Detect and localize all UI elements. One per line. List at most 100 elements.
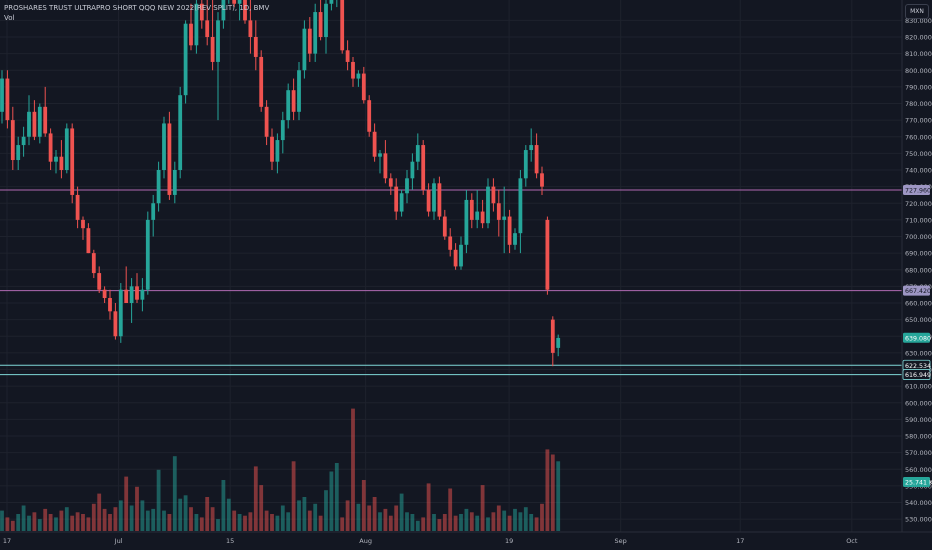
candle-body: [432, 183, 436, 212]
candle-body: [453, 249, 458, 267]
volume-bar: [324, 490, 328, 531]
candle-body: [556, 337, 561, 348]
candle-body: [145, 219, 150, 290]
candle-body: [437, 183, 442, 217]
candle-body: [480, 211, 485, 224]
candle-body: [280, 120, 285, 141]
y-tick-label: 630.000: [905, 349, 932, 357]
candle-body: [275, 140, 280, 162]
volume-bar: [178, 498, 183, 531]
candle-body: [32, 111, 37, 137]
candle-body: [394, 186, 399, 212]
volume-bar: [248, 512, 253, 531]
support-badge-bg: [902, 369, 931, 380]
candle-body: [464, 199, 469, 245]
volume-bar: [259, 485, 264, 531]
candle-body: [194, 3, 199, 46]
volume-badge: 25.741 K: [905, 480, 932, 487]
candle-body: [513, 233, 517, 245]
volume-bar: [27, 515, 31, 531]
volume-bar: [367, 505, 372, 531]
last-price-badge: 639.080: [905, 335, 931, 342]
candle-body: [351, 61, 355, 79]
candle-body: [10, 120, 15, 161]
candle-body: [205, 20, 210, 37]
candle-body: [86, 228, 91, 254]
volume-bar: [264, 510, 269, 531]
candles: [0, 0, 561, 367]
currency-button[interactable]: MXN: [905, 4, 929, 19]
volume-bar: [0, 510, 4, 531]
volume-bar: [480, 485, 485, 531]
candle-body: [540, 173, 544, 187]
candle-body: [0, 78, 4, 112]
x-tick-label: Aug: [359, 537, 372, 545]
candle-body: [529, 145, 534, 151]
candle-body: [329, 0, 334, 4]
candle-body: [97, 273, 102, 290]
candle-body: [372, 131, 377, 157]
candle-body: [324, 3, 328, 37]
volume-label: Vol: [4, 14, 15, 22]
level-badge-bg: [903, 185, 930, 196]
volume-bar: [361, 480, 366, 531]
volume-bar: [318, 515, 323, 531]
support-badge: 622.534: [905, 363, 931, 370]
x-tick-label: 17: [3, 537, 11, 545]
candle-body: [216, 20, 220, 62]
candle-body: [124, 289, 129, 303]
candle-body: [189, 23, 193, 46]
candle-body: [243, 0, 247, 21]
volume-bar: [167, 514, 172, 531]
candle-body: [496, 203, 501, 220]
candle-body: [405, 178, 409, 194]
candle-body: [491, 186, 496, 204]
volume-bar: [91, 503, 96, 531]
volume-bar: [432, 514, 436, 531]
time-axis[interactable]: 17Jul15Aug19Sep17Oct14Nov19Dec16202513Fe…: [0, 531, 932, 545]
candle-body: [16, 145, 21, 161]
volume-bar: [37, 519, 42, 531]
y-tick-label: 530.000: [905, 516, 932, 524]
y-tick-label: 750.000: [905, 150, 932, 158]
candle-body: [54, 156, 58, 162]
candle-body: [27, 111, 31, 137]
candle-body: [302, 28, 307, 71]
volume-bar: [405, 512, 409, 531]
x-tick-label: Jul: [114, 537, 123, 545]
volume-bar: [124, 476, 129, 531]
volume-bar: [275, 515, 280, 531]
volume-bars: [0, 408, 561, 531]
y-tick-label: 770.000: [905, 117, 932, 125]
volume-bar: [426, 483, 431, 531]
candle-body: [108, 298, 112, 312]
volume-bar: [243, 515, 247, 531]
candle-body: [21, 136, 26, 146]
volume-bar: [550, 454, 555, 531]
candle-body: [135, 286, 139, 300]
horizontal-levels[interactable]: [0, 189, 902, 376]
volume-bar: [75, 512, 80, 531]
volume-bar: [534, 517, 539, 531]
x-tick-label: Sep: [615, 537, 627, 545]
volume-bar: [113, 507, 118, 531]
price-axis[interactable]: 830.000 820.000 810.000 800.000 790.000 780.0…: [901, 0, 932, 532]
candle-body: [129, 286, 134, 303]
support-badge: 616.949: [905, 372, 931, 379]
volume-bar: [340, 517, 345, 531]
volume-bar: [108, 514, 112, 531]
volume-bar: [329, 471, 334, 531]
volume-bar: [21, 505, 26, 531]
volume-bar: [469, 512, 474, 531]
y-tick-label: 540.000: [905, 499, 932, 507]
y-tick-label: 720.000: [905, 200, 932, 208]
volume-bar: [442, 514, 447, 531]
candle-body: [378, 153, 382, 157]
candle-body: [75, 194, 80, 220]
volume-bar: [334, 463, 339, 531]
volume-bar: [32, 512, 37, 531]
candle-body: [550, 319, 555, 353]
y-tick-label: 780.000: [905, 100, 932, 108]
y-tick-label: 740.000: [905, 167, 932, 175]
